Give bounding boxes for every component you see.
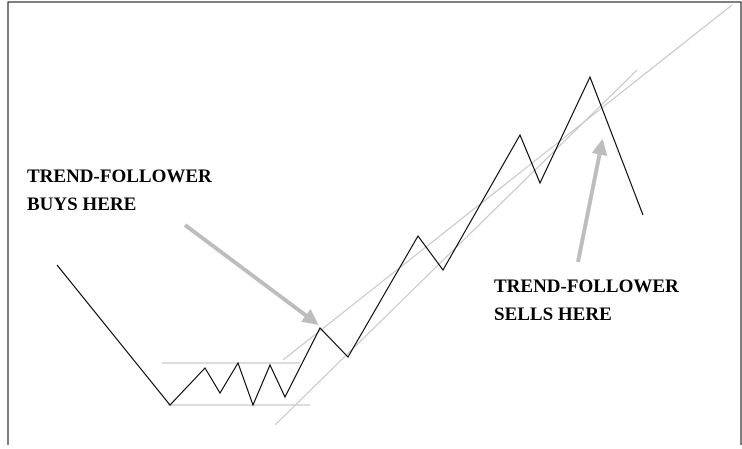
upper-channel — [282, 4, 733, 361]
buy-arrow — [183, 223, 319, 325]
annotation: BUYS HERE — [27, 194, 136, 215]
annotation: SELLS HERE — [494, 304, 612, 325]
annotation: TREND-FOLLOWER — [27, 166, 212, 187]
sell-arrow — [576, 138, 608, 263]
channel-lines — [162, 4, 733, 426]
annotation: TREND-FOLLOWER — [494, 276, 679, 297]
price-line — [56, 75, 644, 407]
frame — [7, 1, 742, 445]
